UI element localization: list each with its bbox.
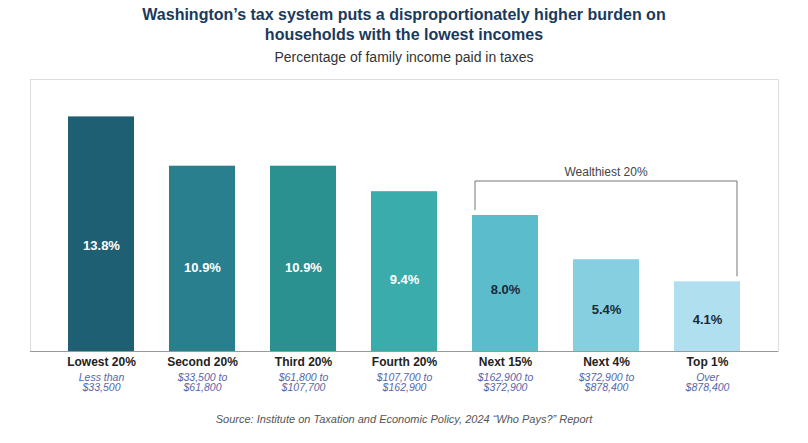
svg-text:Next 15%: Next 15%	[479, 355, 533, 369]
svg-text:Wealthiest 20%: Wealthiest 20%	[564, 165, 647, 179]
svg-text:Less than$33,500: Less than$33,500	[79, 371, 125, 394]
svg-text:Over$878,400: Over$878,400	[685, 371, 730, 394]
svg-text:Lowest 20%: Lowest 20%	[67, 355, 136, 369]
svg-text:$162,900 to$372,900: $162,900 to$372,900	[477, 371, 534, 394]
svg-text:Fourth 20%: Fourth 20%	[372, 355, 438, 369]
svg-text:Third 20%: Third 20%	[275, 355, 333, 369]
svg-text:$372,900 to$878,400: $372,900 to$878,400	[578, 371, 635, 394]
svg-text:$107,700 to$162,900: $107,700 to$162,900	[376, 371, 433, 394]
svg-text:Second 20%: Second 20%	[167, 355, 238, 369]
svg-text:Next 4%: Next 4%	[583, 355, 630, 369]
svg-text:Top 1%: Top 1%	[687, 355, 729, 369]
svg-text:10.9%: 10.9%	[184, 260, 221, 275]
html-text:Washington’s tax system puts a: Washington’s tax system puts a dispropor…	[142, 6, 666, 43]
svg-text:8.0%: 8.0%	[491, 282, 521, 297]
svg-text:13.8%: 13.8%	[83, 238, 120, 253]
html-text:Percentage of family income pa: Percentage of family income paid in taxe…	[274, 49, 534, 65]
svg-text:5.4%: 5.4%	[592, 302, 622, 317]
svg-text:4.1%: 4.1%	[693, 312, 723, 327]
html-text:Source: Institute on Taxation: Source: Institute on Taxation and Econom…	[215, 413, 593, 425]
svg-text:$61,800 to$107,700: $61,800 to$107,700	[278, 371, 329, 394]
svg-text:$33,500 to$61,800: $33,500 to$61,800	[177, 371, 228, 394]
svg-text:9.4%: 9.4%	[390, 272, 420, 287]
svg-text:10.9%: 10.9%	[285, 260, 322, 275]
